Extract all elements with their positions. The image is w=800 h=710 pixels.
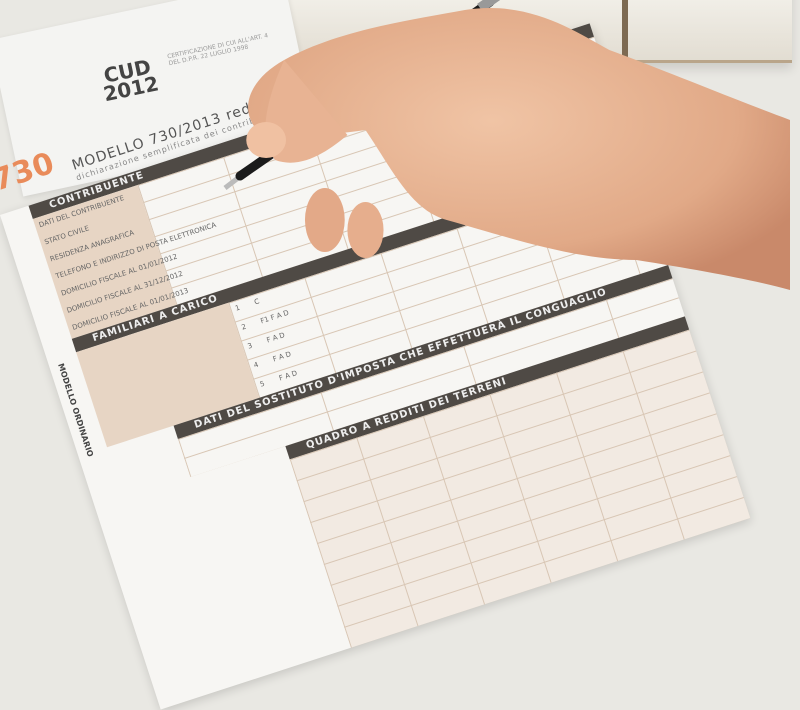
pen-cap	[477, 0, 501, 13]
hand-palm	[248, 8, 790, 291]
finger	[347, 202, 384, 258]
hand	[246, 8, 790, 291]
cud-logo: CUD 2012	[101, 54, 161, 107]
thumb	[265, 60, 348, 163]
finger	[304, 188, 345, 252]
fingertip	[246, 122, 286, 158]
